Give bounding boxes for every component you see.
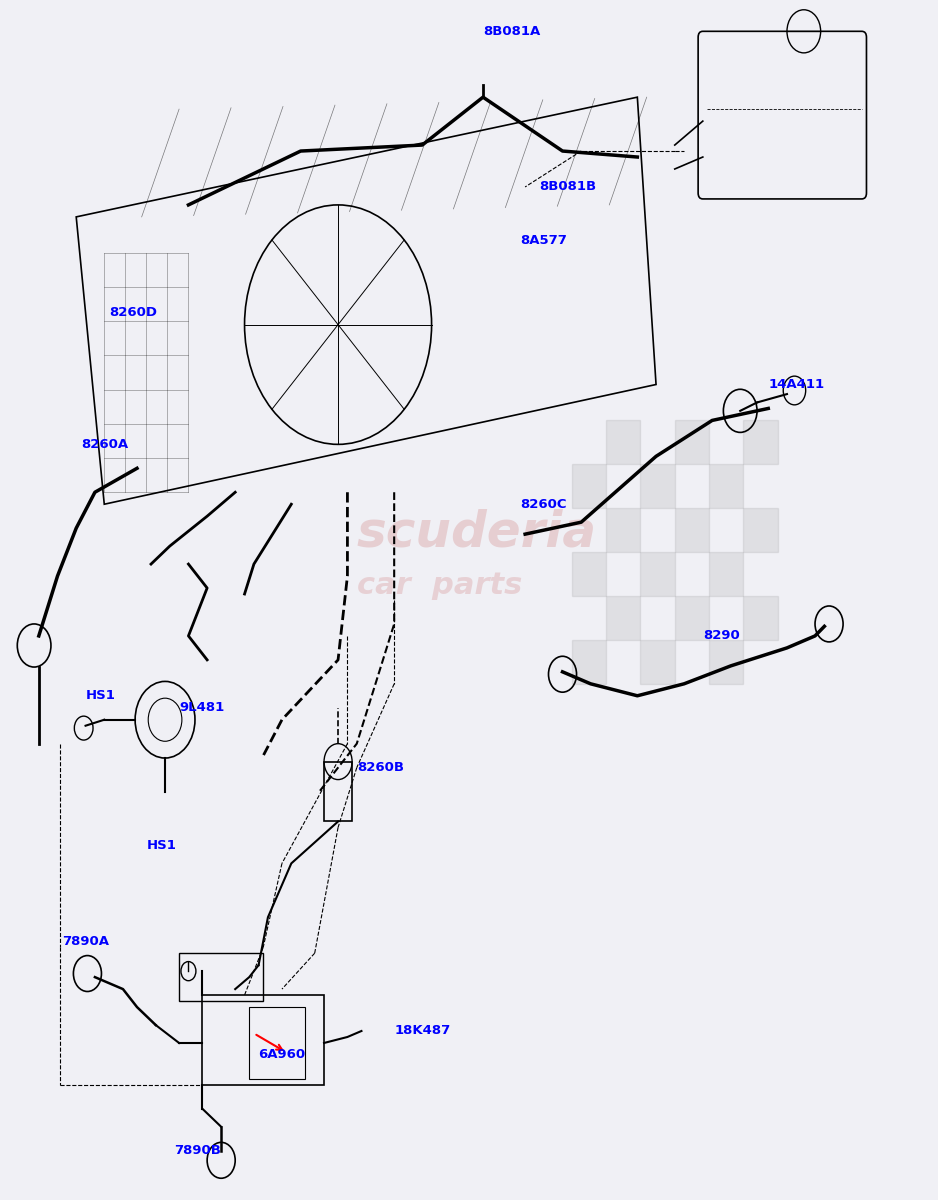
Text: HS1: HS1 [85, 689, 115, 702]
Text: 9L481: 9L481 [179, 701, 224, 714]
Text: 8260D: 8260D [109, 306, 157, 319]
Bar [709, 640, 743, 684]
Text: scuderia: scuderia [356, 508, 597, 556]
Text: 7890A: 7890A [62, 935, 109, 948]
Text: HS1: HS1 [146, 839, 176, 852]
Bar [572, 640, 606, 684]
Bar [641, 552, 674, 596]
Bar [324, 762, 352, 822]
Text: 8B081A: 8B081A [483, 25, 540, 38]
Bar [606, 420, 641, 464]
Bar [674, 596, 709, 640]
Text: 8260B: 8260B [356, 761, 403, 774]
Bar [743, 509, 778, 552]
Text: 8260A: 8260A [81, 438, 128, 451]
Text: 8290: 8290 [703, 630, 739, 642]
Bar [709, 552, 743, 596]
Bar [606, 596, 641, 640]
Bar [641, 464, 674, 509]
Bar [641, 640, 674, 684]
Text: 14A411: 14A411 [768, 378, 825, 391]
Bar [179, 953, 264, 1001]
Bar [709, 464, 743, 509]
Bar [606, 509, 641, 552]
Text: 8A577: 8A577 [521, 234, 567, 247]
Text: 6A960: 6A960 [259, 1049, 306, 1062]
Text: 7890B: 7890B [174, 1145, 221, 1157]
Bar [572, 464, 606, 509]
Bar [743, 596, 778, 640]
Bar [674, 420, 709, 464]
Bar [250, 1007, 306, 1079]
Bar [743, 420, 778, 464]
Bar [572, 552, 606, 596]
Bar [674, 509, 709, 552]
Bar [203, 995, 324, 1085]
Text: 8B081B: 8B081B [539, 180, 597, 193]
Text: 18K487: 18K487 [394, 1025, 450, 1038]
Text: 8260C: 8260C [521, 498, 567, 511]
Text: car  parts: car parts [356, 571, 522, 600]
